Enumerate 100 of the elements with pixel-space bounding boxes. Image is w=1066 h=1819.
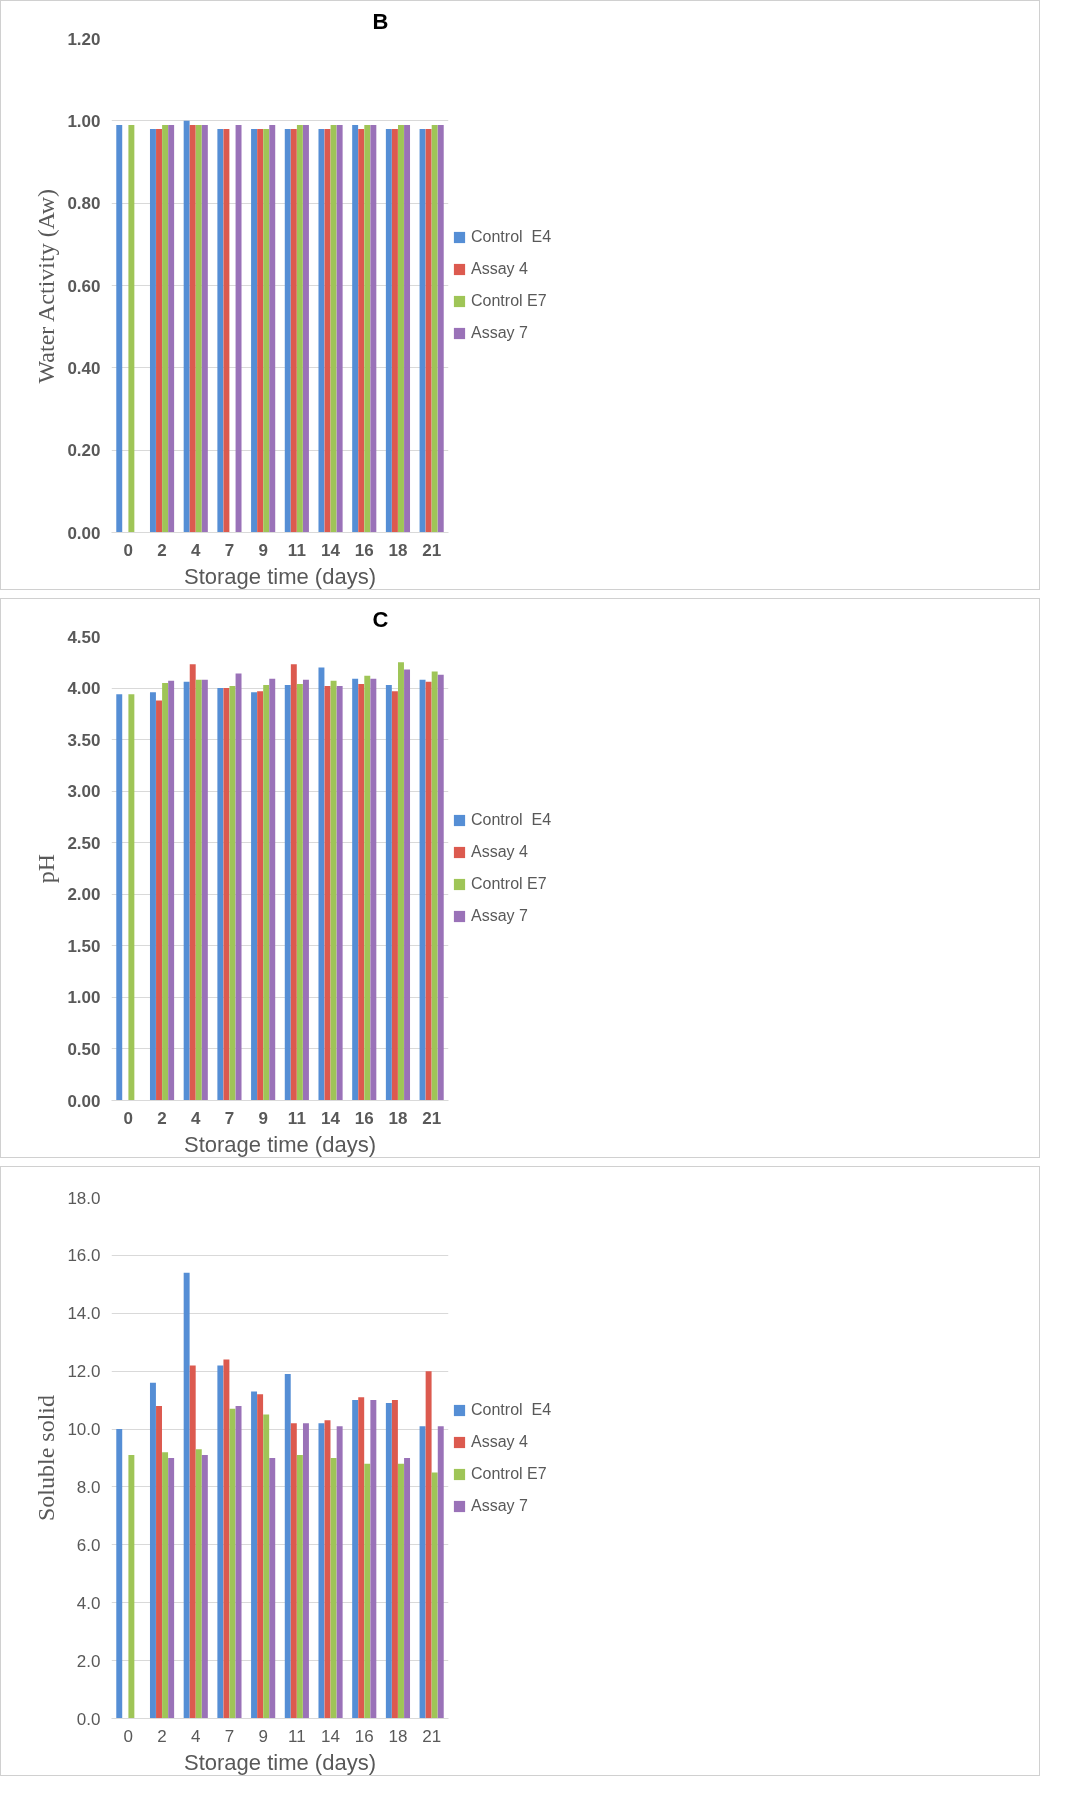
bar: [431, 671, 438, 1101]
bar: [263, 684, 270, 1101]
bar: [149, 692, 156, 1101]
text: B: [372, 8, 389, 34]
y-tick-label: 0.00: [67, 1091, 101, 1111]
bar: [156, 1405, 162, 1719]
legend-label: Control E7: [471, 1464, 547, 1483]
x-tick-label: 21: [422, 1726, 442, 1746]
x-tick-label: 16: [354, 540, 374, 560]
bar: [251, 1391, 258, 1719]
bar: [336, 685, 343, 1101]
legend-label: Assay 4: [471, 260, 528, 278]
x-tick-label: 14: [321, 540, 341, 560]
bar: [149, 1382, 156, 1719]
x-tick-label: 4: [191, 1726, 201, 1746]
x-tick-label: 11: [287, 1108, 306, 1128]
bar: [183, 681, 190, 1101]
x-tick-label: 18: [388, 1108, 408, 1128]
bar: [201, 679, 208, 1101]
legend-label: Control E4: [471, 1400, 552, 1419]
bar: [404, 669, 411, 1101]
y-axis-title: Water Activity (Aw): [33, 188, 60, 384]
bar: [370, 678, 377, 1101]
x-tick-label: 7: [224, 540, 235, 560]
bar: [290, 664, 297, 1101]
x-tick-label: 21: [422, 540, 442, 560]
bar: [391, 1400, 398, 1719]
text: C: [372, 606, 389, 632]
x-tick-label: 11: [287, 540, 306, 560]
y-tick-label: 3.00: [67, 782, 101, 802]
y-tick-label: 16.0: [67, 1246, 101, 1266]
bar: [391, 691, 398, 1101]
x-tick-label: 9: [258, 540, 268, 560]
y-tick-label: 4.00: [67, 679, 101, 699]
bar: [358, 1397, 365, 1719]
legend-label: Control E4: [471, 228, 552, 246]
bar: [217, 1365, 224, 1719]
x-tick-label: 0: [123, 1108, 134, 1128]
legend-label: Assay 7: [471, 1496, 528, 1515]
y-tick-label: 4.0: [76, 1593, 101, 1613]
bar: [431, 1472, 438, 1719]
bar: [385, 684, 392, 1101]
x-tick-label: 14: [321, 1108, 341, 1128]
bar: [290, 1423, 297, 1719]
bar: [302, 679, 309, 1101]
x-tick-label: 21: [422, 1108, 442, 1128]
bar: [116, 694, 123, 1101]
bar: [385, 1403, 392, 1719]
y-tick-label: 1.00: [67, 111, 101, 131]
bar: [183, 1272, 190, 1719]
y-tick-label: 0.50: [67, 1039, 101, 1059]
x-tick-label: 11: [288, 1726, 306, 1746]
bar: [168, 680, 175, 1101]
bar: [302, 1423, 309, 1719]
bar: [296, 1455, 303, 1719]
bar: [296, 683, 303, 1101]
bar: [269, 1458, 276, 1719]
x-tick-label: 4: [191, 540, 202, 560]
x-tick-label: 16: [354, 1726, 374, 1746]
bar: [284, 1374, 291, 1719]
legend-label: Control E7: [471, 292, 547, 310]
x-tick-label: 2: [157, 540, 167, 560]
bar: [437, 1426, 444, 1719]
bar: [263, 1414, 270, 1719]
bar: [352, 678, 359, 1101]
bar: [162, 682, 169, 1101]
x-tick-label: 4: [191, 1108, 202, 1128]
bar: [223, 688, 230, 1101]
bar: [235, 1405, 242, 1719]
bar: [257, 1394, 264, 1719]
x-tick-label: 18: [388, 1726, 408, 1746]
y-tick-label: 1.50: [67, 936, 101, 956]
bar: [336, 1426, 343, 1719]
x-tick-label: 0: [123, 540, 134, 560]
bar: [162, 1452, 169, 1719]
bar: [128, 1455, 135, 1719]
bar: [116, 1429, 123, 1719]
bar: [330, 680, 337, 1101]
x-tick-label: 7: [224, 1726, 235, 1746]
bar: [156, 700, 162, 1101]
legend-label: Assay 7: [471, 324, 528, 342]
y-tick-label: 2.0: [76, 1651, 101, 1671]
y-tick-label: 0.20: [67, 441, 101, 461]
bar: [257, 691, 264, 1101]
y-tick-label: 6.0: [76, 1535, 101, 1555]
legend-label: Assay 4: [471, 843, 528, 861]
y-tick-label: 0.00: [67, 523, 101, 543]
y-tick-label: 3.50: [67, 730, 101, 750]
bar: [128, 694, 135, 1101]
bar: [358, 683, 365, 1101]
bar: [419, 679, 426, 1101]
y-tick-label: 1.20: [67, 29, 101, 49]
y-tick-label: 0.80: [67, 194, 101, 214]
bar: [195, 679, 202, 1101]
bar: [223, 1359, 230, 1719]
y-tick-label: 4.50: [67, 627, 101, 647]
x-tick-label: 2: [157, 1108, 167, 1128]
bar: [425, 681, 432, 1101]
bar: [195, 1449, 202, 1719]
bar: [269, 678, 276, 1101]
